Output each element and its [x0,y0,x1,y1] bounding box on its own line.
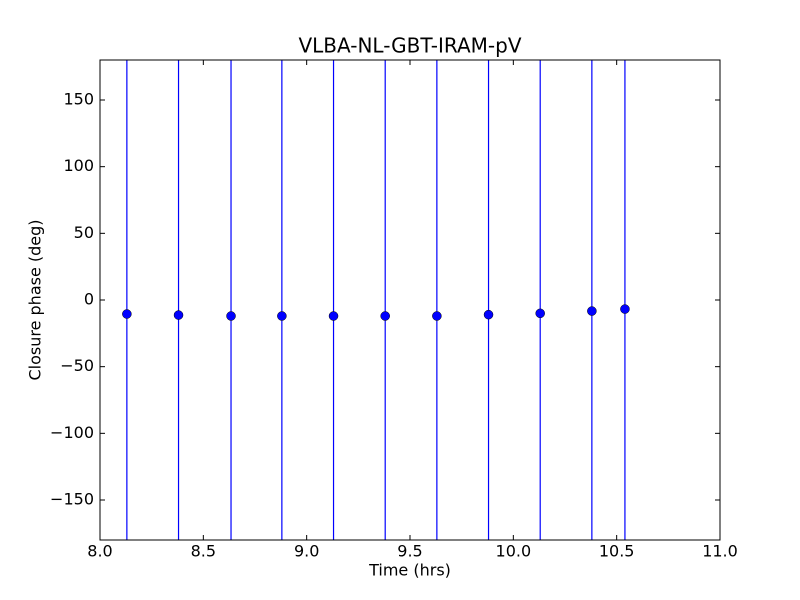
x-tick-label: 8.5 [191,542,216,561]
x-tick-label: 9.5 [397,542,422,561]
data-point [535,308,545,319]
x-tick-label: 10.5 [599,542,635,561]
data-point [277,311,287,321]
chart-title: VLBA-NL-GBT-IRAM-pV [298,34,521,58]
y-tick-label: −100 [50,423,94,442]
y-tick-label: 100 [63,156,94,175]
data-point [328,311,339,321]
y-tick-label: −150 [50,490,94,509]
y-tick-label: 50 [74,223,94,242]
data-point [122,309,132,319]
x-tick-label: 11.0 [702,542,738,561]
y-axis-label: Closure phase (deg) [26,219,45,380]
y-tick-label: −50 [60,356,94,375]
x-tick-label: 9.0 [294,542,319,561]
data-point [483,309,494,320]
data-point [173,310,184,320]
data-point [380,311,390,321]
x-tick-label: 8.0 [87,542,112,561]
data-point [432,311,442,321]
x-axis-label: Time (hrs) [368,561,451,580]
y-tick-label: 150 [63,90,94,109]
data-point [620,304,630,314]
data-point [226,311,236,321]
y-tick-label: 0 [84,290,94,309]
x-tick-label: 10.0 [496,542,532,561]
data-point [587,306,597,316]
